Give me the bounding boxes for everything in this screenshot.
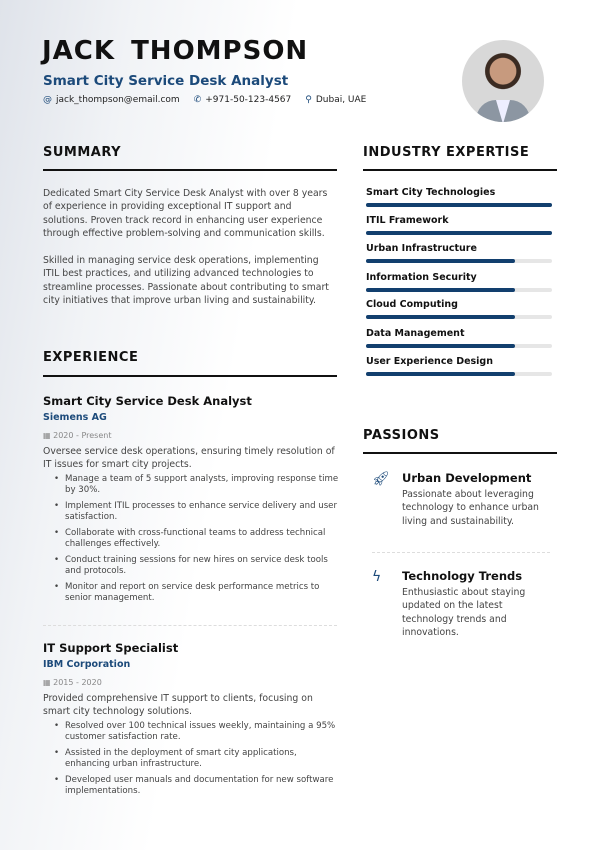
- job-company: Siemens AG: [43, 412, 107, 423]
- passion-item: 🚀︎ Urban Development Passionate about le…: [372, 471, 552, 528]
- contact-location: ⚲ Dubai, UAE: [305, 95, 367, 105]
- job-description: Oversee service desk operations, ensurin…: [43, 446, 335, 471]
- passion-text: Passionate about leveraging technology t…: [402, 489, 539, 527]
- skill-bar-fill: [366, 203, 552, 207]
- skill-item: Smart City Technologies: [366, 187, 552, 207]
- skill-bar: [366, 344, 552, 348]
- skill-label: Urban Infrastructure: [366, 243, 477, 254]
- passions-heading: PASSIONS: [363, 428, 440, 443]
- list-item: Manage a team of 5 support analysts, imp…: [43, 474, 339, 497]
- skill-label: User Experience Design: [366, 356, 493, 367]
- phone-icon: ✆: [193, 95, 202, 105]
- passion-title: Technology Trends: [402, 569, 523, 583]
- list-item: Assisted in the deployment of smart city…: [43, 748, 339, 771]
- calendar-icon: ▦: [43, 678, 54, 687]
- contact-phone: ✆ +971-50-123-4567: [193, 95, 292, 105]
- divider: [43, 625, 337, 626]
- job-dates: ▦ 2020 - Present: [43, 431, 112, 440]
- list-item: Collaborate with cross-functional teams …: [43, 528, 339, 551]
- list-item: Developed user manuals and documentation…: [43, 775, 339, 798]
- lightning-icon: ϟ: [372, 569, 382, 585]
- job-title: Smart City Service Desk Analyst: [43, 394, 252, 408]
- skill-bar: [366, 259, 552, 263]
- list-item: Resolved over 100 technical issues weekl…: [43, 721, 339, 744]
- list-item: Conduct training sessions for new hires …: [43, 555, 339, 578]
- job-entry: Smart City Service Desk Analyst Siemens …: [43, 394, 339, 609]
- contact-email: @ jack_thompson@email.com: [43, 95, 180, 105]
- skill-label: Smart City Technologies: [366, 187, 496, 198]
- skill-bar-fill: [366, 315, 515, 319]
- at-icon: @: [43, 95, 52, 105]
- passion-text: Enthusiastic about staying updated on th…: [402, 587, 526, 638]
- divider: [43, 375, 337, 377]
- divider: [43, 169, 337, 171]
- list-item: Implement ITIL processes to enhance serv…: [43, 501, 339, 524]
- skill-bar: [366, 372, 552, 376]
- contact-info: @ jack_thompson@email.com ✆ +971-50-123-45…: [43, 95, 366, 105]
- divider: [372, 552, 550, 553]
- skill-item: Data Management: [366, 328, 552, 348]
- skill-item: Urban Infrastructure: [366, 243, 552, 263]
- skill-bar: [366, 203, 552, 207]
- expertise-heading: INDUSTRY EXPERTISE: [363, 145, 530, 160]
- candidate-title: Smart City Service Desk Analyst: [43, 73, 289, 89]
- skill-item: Cloud Computing: [366, 299, 552, 319]
- skill-bar-fill: [366, 344, 515, 348]
- skill-item: User Experience Design: [366, 356, 552, 376]
- skill-bar-fill: [366, 231, 552, 235]
- skill-item: Information Security: [366, 272, 552, 292]
- skill-bar-fill: [366, 288, 515, 292]
- experience-heading: EXPERIENCE: [43, 350, 139, 365]
- profile-photo: [462, 40, 544, 122]
- job-bullets: Manage a team of 5 support analysts, imp…: [43, 474, 339, 605]
- job-company: IBM Corporation: [43, 659, 131, 670]
- summary-paragraph: Dedicated Smart City Service Desk Analys…: [43, 188, 328, 239]
- skill-bar-fill: [366, 259, 515, 263]
- candidate-name: JACK THOMPSON: [42, 36, 309, 66]
- passion-item: ϟ Technology Trends Enthusiastic about s…: [372, 569, 552, 639]
- job-title: IT Support Specialist: [43, 641, 179, 655]
- skill-label: Information Security: [366, 272, 477, 283]
- job-dates: ▦ 2015 - 2020: [43, 678, 102, 687]
- passion-title: Urban Development: [402, 471, 532, 485]
- location-pin-icon: ⚲: [305, 95, 312, 105]
- summary-paragraph: Skilled in managing service desk operati…: [43, 255, 329, 306]
- job-description: Provided comprehensive IT support to cli…: [43, 693, 313, 718]
- summary-heading: SUMMARY: [43, 145, 122, 160]
- list-item: Monitor and report on service desk perfo…: [43, 582, 339, 605]
- skill-label: ITIL Framework: [366, 215, 449, 226]
- skill-item: ITIL Framework: [366, 215, 552, 235]
- calendar-icon: ▦: [43, 431, 54, 440]
- skill-bar-fill: [366, 372, 515, 376]
- skill-label: Cloud Computing: [366, 299, 458, 310]
- job-entry: IT Support Specialist IBM Corporation ▦ …: [43, 641, 339, 802]
- skill-label: Data Management: [366, 328, 465, 339]
- job-bullets: Resolved over 100 technical issues weekl…: [43, 721, 339, 798]
- skill-bar: [366, 288, 552, 292]
- skill-bar: [366, 315, 552, 319]
- rocket-icon: 🚀︎: [372, 471, 390, 487]
- divider: [363, 452, 557, 454]
- divider: [363, 169, 557, 171]
- skill-bar: [366, 231, 552, 235]
